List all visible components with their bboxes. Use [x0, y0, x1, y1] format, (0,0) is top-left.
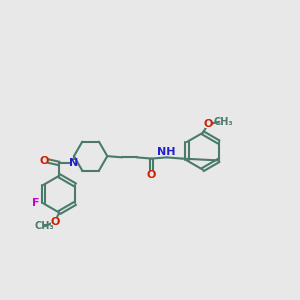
Text: CH₃: CH₃	[213, 117, 233, 127]
Bar	[51, 218, 58, 225]
Text: O: O	[203, 119, 213, 129]
Bar	[31, 200, 40, 207]
Bar	[70, 160, 77, 167]
Text: NH: NH	[158, 148, 176, 158]
Bar	[205, 121, 212, 128]
Text: F: F	[32, 198, 39, 208]
Bar	[162, 149, 171, 156]
Bar	[40, 158, 47, 164]
Text: O: O	[147, 170, 156, 180]
Text: N: N	[69, 158, 79, 169]
Text: CH₃: CH₃	[35, 221, 54, 231]
Text: O: O	[50, 217, 59, 227]
Bar	[148, 171, 155, 178]
Text: O: O	[39, 156, 49, 166]
